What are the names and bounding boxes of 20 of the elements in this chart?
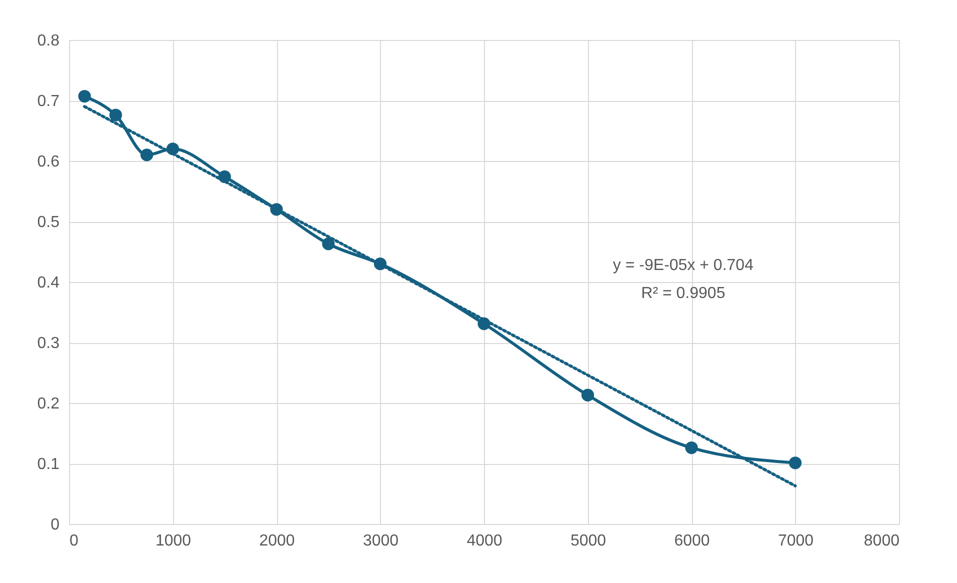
y-tick-label: 0.3 [37, 335, 60, 352]
y-tick-label: 0.1 [37, 456, 60, 473]
x-tick-label: 1000 [155, 532, 192, 550]
x-tick-label: 7000 [778, 532, 814, 550]
x-tick-label: 0 [70, 532, 78, 550]
y-tick-label: 0 [50, 516, 60, 534]
x-tick-label: 6000 [674, 532, 710, 550]
annotation: R² = 0.9905 [641, 285, 726, 302]
x-tick-label: 4000 [466, 532, 502, 550]
x-tick-label: 2000 [259, 532, 295, 550]
x-tick-label: 8000 [864, 532, 900, 550]
y-tick-label: 0.6 [37, 154, 60, 170]
x-tick-label: 5000 [570, 532, 606, 550]
y-tick-label: 0.5 [37, 214, 60, 231]
y-tick-label: 0.4 [37, 274, 60, 292]
y-tick-label: 0.7 [37, 93, 60, 110]
y-tick-label: 0.2 [37, 396, 60, 412]
y-tick-label: 0.8 [37, 32, 60, 50]
annotation: y = -9E-05x + 0.704 [612, 257, 754, 274]
x-tick-label: 3000 [362, 532, 399, 550]
